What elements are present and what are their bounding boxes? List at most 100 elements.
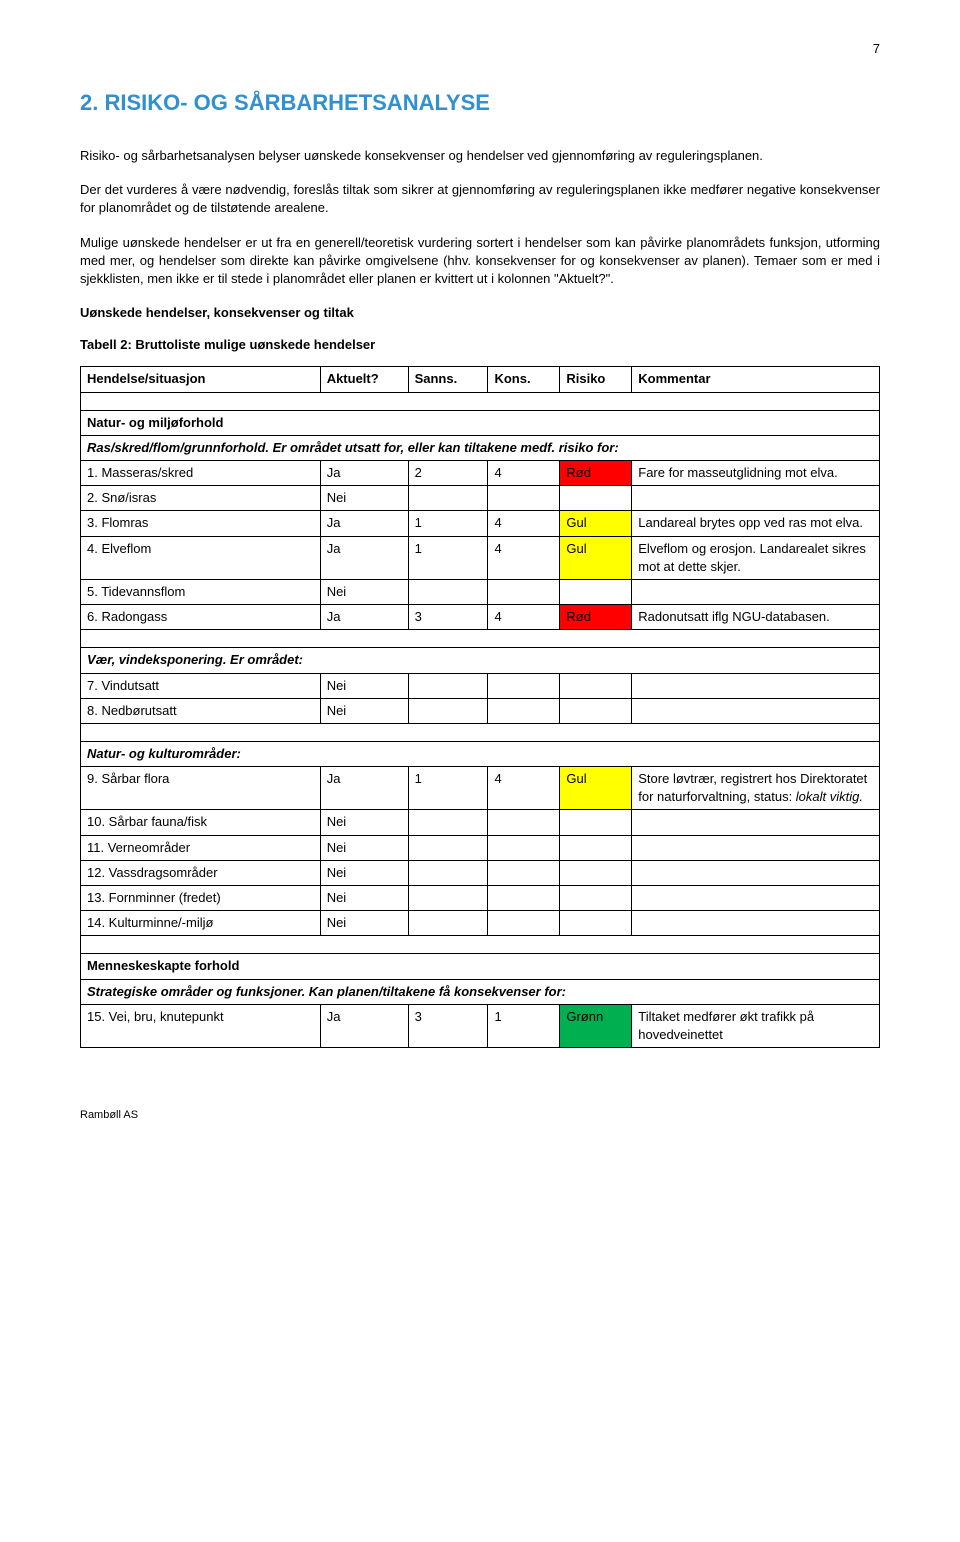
cell-kommentar: [632, 673, 880, 698]
cell-kommentar: Store løvtrær, registrert hos Direktorat…: [632, 767, 880, 810]
col-kons: Kons.: [488, 367, 560, 392]
cell-risiko: [560, 835, 632, 860]
cell-kons: [488, 673, 560, 698]
cell-sanns: [408, 835, 488, 860]
table-row: 1. Masseras/skred Ja 2 4 Rød Fare for ma…: [81, 461, 880, 486]
table-row: 8. Nedbørutsatt Nei: [81, 698, 880, 723]
cell-kommentar: [632, 886, 880, 911]
cell-kons: 4: [488, 536, 560, 579]
table-row: 10. Sårbar fauna/fisk Nei: [81, 810, 880, 835]
cell-aktuelt: Nei: [320, 673, 408, 698]
cell-name: 7. Vindutsatt: [81, 673, 321, 698]
cell-sanns: [408, 579, 488, 604]
cell-kommentar: [632, 860, 880, 885]
paragraph-3: Mulige uønskede hendelser er ut fra en g…: [80, 234, 880, 289]
section-label: Menneskeskapte forhold: [81, 954, 880, 979]
kommentar-italic: lokalt viktig.: [796, 789, 863, 804]
cell-kommentar: [632, 835, 880, 860]
table-row: 12. Vassdragsområder Nei: [81, 860, 880, 885]
cell-kommentar: Elveflom og erosjon. Landarealet sikres …: [632, 536, 880, 579]
cell-risiko: Gul: [560, 511, 632, 536]
col-aktuelt: Aktuelt?: [320, 367, 408, 392]
cell-sanns: 3: [408, 605, 488, 630]
cell-aktuelt: Nei: [320, 911, 408, 936]
spacer: [81, 630, 880, 648]
cell-sanns: 1: [408, 767, 488, 810]
page-heading: 2. RISIKO- OG SÅRBARHETSANALYSE: [80, 88, 880, 119]
paragraph-1: Risiko- og sårbarhetsanalysen belyser uø…: [80, 147, 880, 165]
spacer: [81, 936, 880, 954]
cell-name: 10. Sårbar fauna/fisk: [81, 810, 321, 835]
cell-name: 11. Verneområder: [81, 835, 321, 860]
table-row: 6. Radongass Ja 3 4 Rød Radonutsatt iflg…: [81, 605, 880, 630]
cell-risiko: [560, 673, 632, 698]
cell-kons: 4: [488, 605, 560, 630]
spacer: [81, 723, 880, 741]
cell-name: 14. Kulturminne/-miljø: [81, 911, 321, 936]
cell-kons: 4: [488, 461, 560, 486]
table-row: 11. Verneområder Nei: [81, 835, 880, 860]
cell-sanns: 1: [408, 536, 488, 579]
cell-kons: [488, 835, 560, 860]
footer: Rambøll AS: [80, 1108, 880, 1123]
table-row: 9. Sårbar flora Ja 1 4 Gul Store løvtrær…: [81, 767, 880, 810]
cell-risiko: Gul: [560, 536, 632, 579]
table-row: 2. Snø/isras Nei: [81, 486, 880, 511]
section-strategiske: Strategiske områder og funksjoner. Kan p…: [81, 979, 880, 1004]
cell-name: 1. Masseras/skred: [81, 461, 321, 486]
col-kommentar: Kommentar: [632, 367, 880, 392]
cell-sanns: [408, 698, 488, 723]
table-header-row: Hendelse/situasjon Aktuelt? Sanns. Kons.…: [81, 367, 880, 392]
section-label: Natur- og miljøforhold: [81, 410, 880, 435]
cell-aktuelt: Nei: [320, 698, 408, 723]
table-row: 13. Fornminner (fredet) Nei: [81, 886, 880, 911]
section-label: Ras/skred/flom/grunnforhold. Er området …: [81, 435, 880, 460]
cell-name: 6. Radongass: [81, 605, 321, 630]
table-row: 14. Kulturminne/-miljø Nei: [81, 911, 880, 936]
cell-aktuelt: Ja: [320, 536, 408, 579]
section-menneske: Menneskeskapte forhold: [81, 954, 880, 979]
col-sanns: Sanns.: [408, 367, 488, 392]
paragraph-2: Der det vurderes å være nødvendig, fores…: [80, 181, 880, 217]
col-hendelse: Hendelse/situasjon: [81, 367, 321, 392]
cell-risiko: Gul: [560, 767, 632, 810]
cell-kons: [488, 886, 560, 911]
cell-kons: [488, 698, 560, 723]
cell-kons: 1: [488, 1004, 560, 1047]
cell-kons: [488, 486, 560, 511]
table-row: 5. Tidevannsflom Nei: [81, 579, 880, 604]
col-risiko: Risiko: [560, 367, 632, 392]
cell-kons: [488, 911, 560, 936]
cell-sanns: 1: [408, 511, 488, 536]
cell-name: 8. Nedbørutsatt: [81, 698, 321, 723]
cell-sanns: [408, 911, 488, 936]
cell-aktuelt: Ja: [320, 461, 408, 486]
cell-kommentar: Fare for masseutglidning mot elva.: [632, 461, 880, 486]
cell-kommentar: [632, 486, 880, 511]
cell-risiko: [560, 486, 632, 511]
cell-kommentar: Radonutsatt iflg NGU-databasen.: [632, 605, 880, 630]
cell-aktuelt: Nei: [320, 886, 408, 911]
cell-kons: 4: [488, 511, 560, 536]
cell-risiko: [560, 860, 632, 885]
cell-kons: [488, 860, 560, 885]
section-natur-kultur: Natur- og kulturområder:: [81, 741, 880, 766]
page-number: 7: [80, 40, 880, 58]
cell-risiko: Rød: [560, 461, 632, 486]
spacer: [81, 392, 880, 410]
cell-aktuelt: Nei: [320, 860, 408, 885]
cell-sanns: 2: [408, 461, 488, 486]
cell-name: 3. Flomras: [81, 511, 321, 536]
cell-aktuelt: Ja: [320, 767, 408, 810]
cell-aktuelt: Nei: [320, 486, 408, 511]
cell-risiko: [560, 810, 632, 835]
cell-kommentar: [632, 698, 880, 723]
cell-risiko: Grønn: [560, 1004, 632, 1047]
cell-sanns: [408, 486, 488, 511]
section-label: Strategiske områder og funksjoner. Kan p…: [81, 979, 880, 1004]
cell-risiko: [560, 886, 632, 911]
table-row: 3. Flomras Ja 1 4 Gul Landareal brytes o…: [81, 511, 880, 536]
cell-aktuelt: Ja: [320, 511, 408, 536]
risk-table: Hendelse/situasjon Aktuelt? Sanns. Kons.…: [80, 366, 880, 1048]
cell-sanns: [408, 810, 488, 835]
